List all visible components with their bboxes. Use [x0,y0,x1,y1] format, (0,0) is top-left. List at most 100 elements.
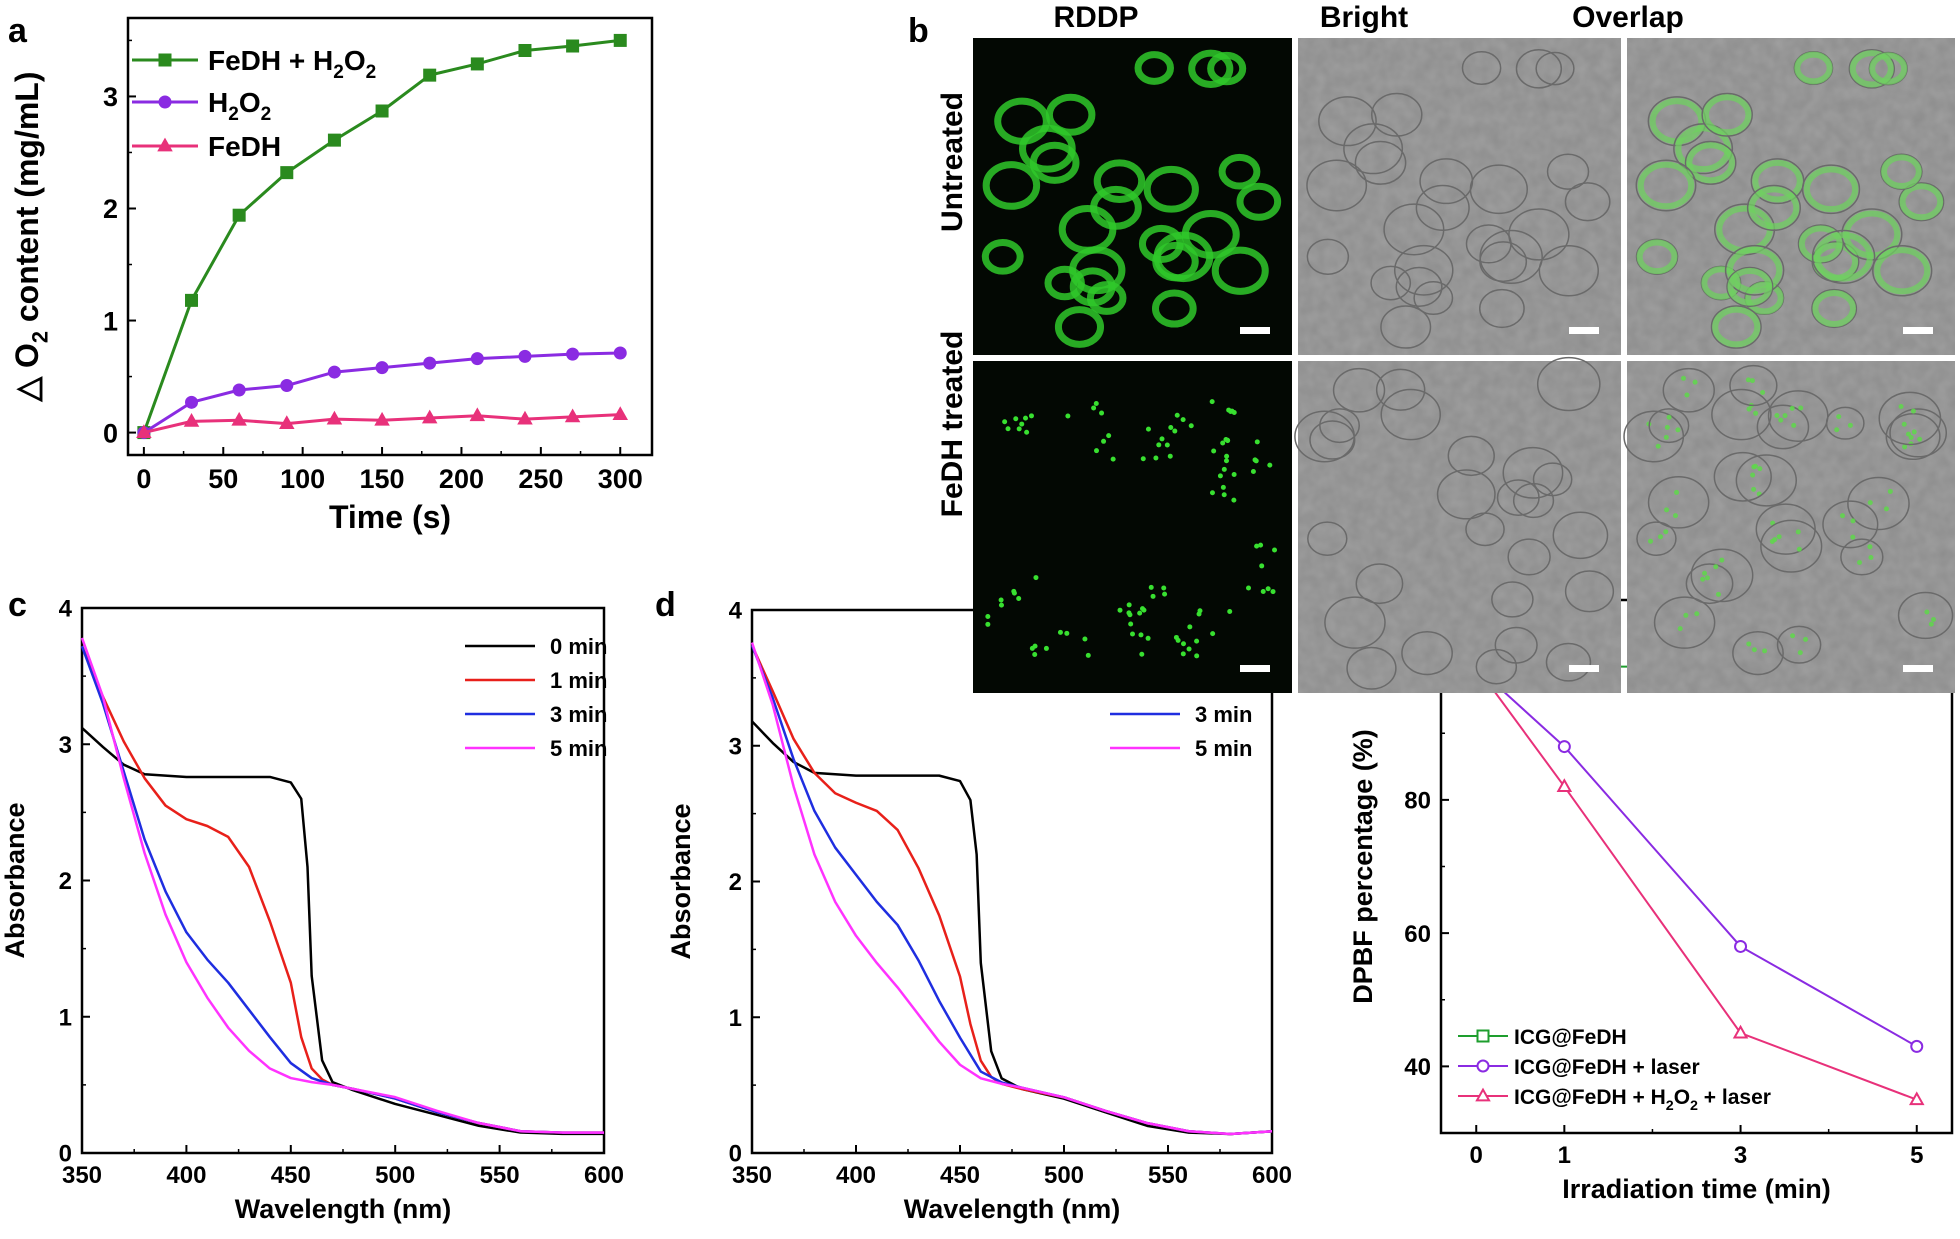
data-point [423,356,437,370]
fluorescent-dot [1753,410,1759,416]
legend-entry: 5 min [1110,736,1252,761]
fluorescent-dot [1145,635,1151,641]
x-tick-label: 550 [1148,1162,1188,1189]
fluorescent-dot [1024,429,1030,435]
data-point [375,361,389,375]
y-tick-label: 1 [729,1005,742,1032]
x-axis-label: Irradiation time (min) [1562,1174,1831,1204]
cell-outline [1332,367,1386,413]
y-tick-label: 1 [59,1004,72,1031]
cell-outline [1822,500,1879,549]
fluorescent-dot [1719,557,1725,563]
legend-label: FeDH [208,131,281,162]
cell-outline [1635,159,1697,212]
cell-fluorescence [1745,281,1784,315]
scale-bar [1240,327,1270,334]
fluorescent-dot [1254,543,1260,549]
fluorescent-dot [1016,596,1022,602]
fluorescent-dot [1032,651,1038,657]
legend-entry: FeDH [132,131,281,162]
micrograph-rddp-treated [973,361,1292,693]
cell-outline [1564,570,1615,613]
series-line [750,642,1273,1136]
fluorescent-dot [1033,575,1039,581]
fluorescent-dot [1221,492,1227,498]
fluorescent-dot [998,597,1004,603]
cell-outline [1535,51,1575,86]
chart-c: 350 400 450 500 550 600 0 1 2 3 4 Wavelength (nm) Ab… [0,596,624,1224]
cell-fluorescence [1814,232,1873,282]
x-tick-label: 450 [271,1162,311,1189]
column-header-bright: Bright [1320,1,1408,34]
cell-outline [1878,391,1942,446]
cell-outline [1897,591,1954,640]
data-point [231,411,247,426]
y-tick-label: 0 [729,1141,742,1168]
micrograph-texture [1298,38,1621,355]
fluorescent-dot [1180,651,1186,657]
fluorescent-dot [1254,439,1260,445]
fluorescent-dot [1663,529,1669,535]
cell-outline [1538,244,1599,297]
panel-label-d: d [655,586,676,624]
cell-fluorescence [1849,50,1894,88]
cell-outline [1307,521,1348,556]
legend-marker [157,137,173,152]
cell-outline [1848,48,1895,89]
fluorescent-dot [1672,513,1678,519]
y-tick-label: 2 [59,868,72,895]
cell-fluorescence [1045,93,1096,136]
x-tick-label: 600 [1252,1162,1292,1189]
cell-outline [1647,476,1710,529]
fluorescent-dot [1209,399,1215,405]
fluorescent-dot [1228,408,1234,414]
data-point [1910,1039,1924,1053]
legend-entry: FeDH + H2O2 [132,45,376,83]
micrograph-background [973,361,1292,693]
fluorescent-dot [1162,591,1168,597]
cell-outline [1343,123,1404,175]
fluorescent-dot [1028,413,1034,419]
data-point [1556,778,1573,792]
fluorescent-dot [1101,438,1107,444]
data-point [185,293,199,307]
fluorescent-dot [1704,575,1710,581]
y-tick-label: 40 [1404,1054,1431,1081]
cell-fluorescence [1143,165,1199,213]
fluorescent-dot [1016,426,1022,432]
x-tick-label: 3 [1734,1142,1747,1169]
legend-entry: ICG@FeDH + laser [1458,1056,1700,1079]
cell-fluorescence [1029,141,1080,184]
cell-outline [1346,646,1397,690]
fluorescent-dot [1664,424,1670,430]
data-point [423,68,437,82]
cell-outline [1370,265,1412,301]
data-point [613,346,627,360]
fluorescent-dot [1128,621,1134,627]
cell-fluorescence [1188,49,1234,88]
fluorescent-dot [1834,427,1840,433]
fluorescent-dot [1751,647,1757,653]
fluorescent-dot [1168,424,1174,430]
y-tick-label: 2 [103,194,118,224]
data-point [279,415,295,430]
cell-outline [1776,625,1822,664]
cell-outline [1413,280,1454,316]
data-point [470,352,484,366]
fluorescent-dot [1868,554,1874,560]
y-tick-label: 60 [1404,921,1431,948]
fluorescent-dot [1013,416,1019,422]
fluorescent-dot [1798,405,1804,411]
series-line [1475,666,1918,1101]
fluorescent-dot [1836,414,1842,420]
fluorescent-dot [1265,586,1271,592]
micrograph-bright-untreated [1298,38,1621,355]
series-line [81,726,604,1136]
data-point [375,104,389,118]
fluorescent-dot [1746,406,1752,412]
cell-fluorescence [1069,246,1126,295]
cell-outline [1496,479,1540,516]
cell-outline [1502,446,1564,499]
fluorescent-dot [1750,472,1756,478]
